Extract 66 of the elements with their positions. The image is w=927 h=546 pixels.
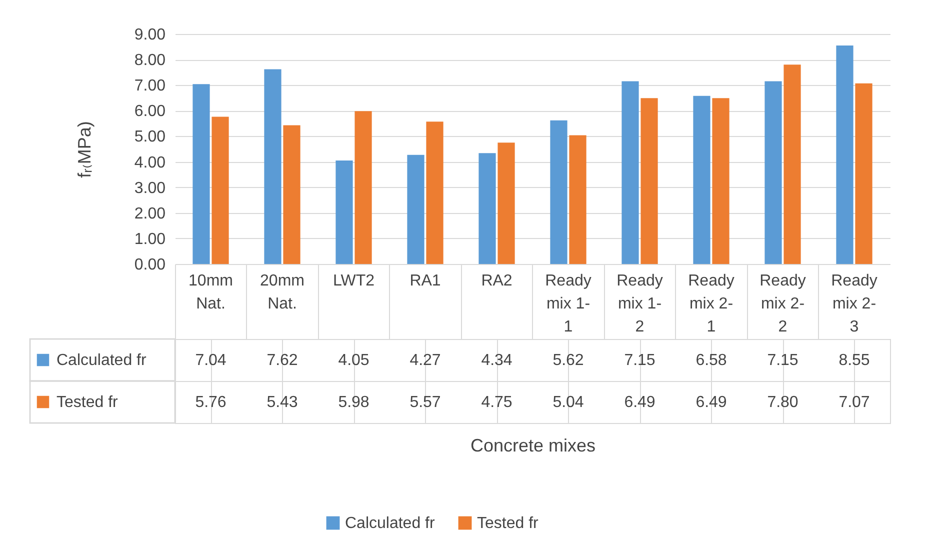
x-tick-label: Ready mix 1-2 <box>616 272 663 336</box>
bar <box>407 154 424 264</box>
x-tick-label: RA1 <box>410 272 441 290</box>
bar <box>212 116 229 264</box>
x-tick-label: LWT2 <box>333 272 375 290</box>
x-tick-label: Ready mix 2-2 <box>760 272 806 336</box>
bar <box>478 153 496 264</box>
bar <box>550 120 568 264</box>
y-tick-label: 5.00 <box>134 128 166 146</box>
data-label: 4.27 <box>410 352 441 369</box>
y-tick-label: 4.00 <box>134 154 166 172</box>
bar <box>712 98 730 264</box>
y-tick-label: 3.00 <box>134 180 166 197</box>
data-label: 8.55 <box>838 352 870 369</box>
data-label: 5.04 <box>552 394 584 411</box>
data-label: 7.80 <box>767 394 798 411</box>
x-tick-label: RA2 <box>481 272 512 290</box>
data-label: 4.05 <box>338 352 370 369</box>
text: Concrete mixes <box>470 436 596 456</box>
x-tick-label: Ready mix 2-1 <box>688 272 734 336</box>
x-tick-label: Ready mix 1-1 <box>545 272 592 336</box>
y-tick-label: 9.00 <box>134 26 166 44</box>
data-label: 7.07 <box>838 394 870 411</box>
bar <box>640 98 658 264</box>
y-tick-label: 1.00 <box>134 230 166 248</box>
data-label: 7.04 <box>195 352 226 369</box>
y-tick-label: 0.00 <box>134 256 166 274</box>
bar <box>192 84 210 264</box>
data-label: 4.75 <box>481 394 512 411</box>
y-tick-label: 2.00 <box>134 205 166 222</box>
data-label: 4.34 <box>481 352 512 369</box>
data-label: 5.62 <box>552 352 584 369</box>
text: Calculated fr <box>345 515 435 532</box>
bar <box>498 142 515 264</box>
data-label: 7.15 <box>624 352 656 369</box>
data-label: 6.49 <box>696 394 727 411</box>
bar <box>855 83 872 264</box>
data-label: 7.62 <box>266 352 298 369</box>
bar <box>836 46 854 264</box>
bar <box>336 160 353 264</box>
y-tick-label: 6.00 <box>134 103 166 120</box>
text: Tested fr <box>477 515 538 532</box>
legend-label: Tested fr <box>56 394 119 411</box>
x-tick-label: 20mm Nat. <box>260 272 304 312</box>
data-label: 5.57 <box>410 394 441 411</box>
bar <box>784 64 801 264</box>
bar <box>426 122 444 264</box>
x-tick-label: Ready mix 2-3 <box>831 272 878 336</box>
y-tick-label: 8.00 <box>134 52 166 70</box>
bar <box>764 81 782 264</box>
y-tick-label: 7.00 <box>134 78 166 95</box>
bar <box>283 125 300 264</box>
bar <box>354 111 372 264</box>
bar <box>622 81 639 264</box>
data-label: 6.58 <box>696 352 727 369</box>
data-label: 5.98 <box>338 394 370 411</box>
bar <box>693 96 710 264</box>
x-tick-label: 10mm Nat. <box>188 272 233 312</box>
data-label: 5.43 <box>266 394 298 411</box>
bar <box>264 69 282 264</box>
data-label: 6.49 <box>624 394 656 411</box>
data-label: 5.76 <box>195 394 226 411</box>
y-axis-title: fᵣ₍MPa) <box>74 121 94 178</box>
data-label: 7.15 <box>767 352 798 369</box>
bar <box>569 135 586 264</box>
legend-label: Calculated fr <box>56 352 147 369</box>
